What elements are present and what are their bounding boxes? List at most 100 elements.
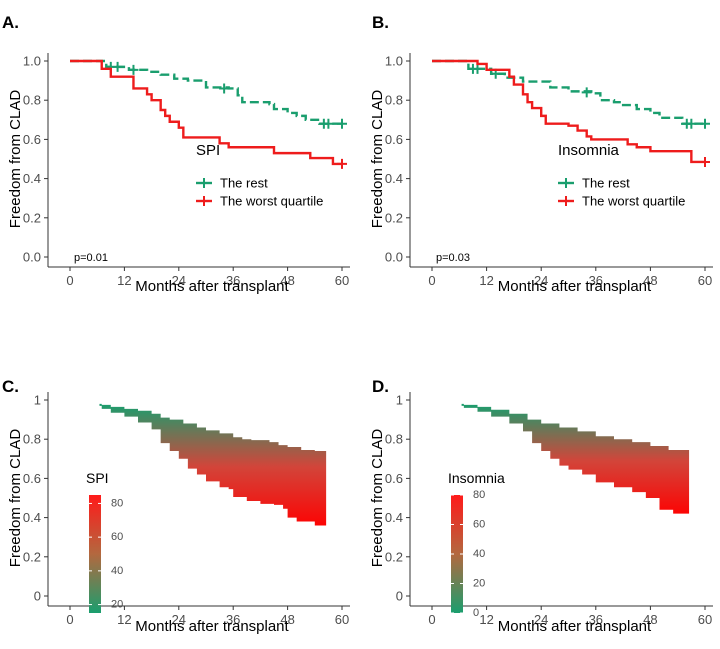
legend-item: The rest xyxy=(558,176,630,191)
legend-label: The rest xyxy=(220,176,268,191)
colorbar-tick-label: 20 xyxy=(473,578,485,590)
y-tick-label: 0.8 xyxy=(385,432,403,447)
colorbar-tick-label: 80 xyxy=(111,497,123,509)
y-tick-label: 0.8 xyxy=(23,432,41,447)
x-axis-title: Months after transplant xyxy=(498,278,652,295)
colorbar-tick-label: 60 xyxy=(473,519,485,531)
legend-item: The worst quartile xyxy=(558,194,685,209)
x-tick-label: 60 xyxy=(335,612,349,627)
x-tick-label: 12 xyxy=(117,273,131,288)
colorbar-tick-label: 20 xyxy=(111,599,123,611)
x-tick-label: 24 xyxy=(172,273,186,288)
y-tick-label: 0.2 xyxy=(385,549,403,564)
y-tick-label: 0.6 xyxy=(385,132,403,147)
censor-mark xyxy=(337,158,347,169)
y-tick-label: 0.0 xyxy=(23,250,41,265)
legend-item: The worst quartile xyxy=(196,194,323,209)
y-tick-label: 0.4 xyxy=(23,171,41,186)
y-tick-label: 0.6 xyxy=(23,471,41,486)
colorbar-tick-label: 60 xyxy=(111,531,123,543)
y-tick-label: 0.4 xyxy=(23,510,41,525)
panel-b: B. 0.0 0.2 0.4 0.6 0.8 1.0 0 12 24 36 48 60 Months af… xyxy=(369,13,713,295)
colorbar-tick-label: 40 xyxy=(473,548,485,560)
censor-mark xyxy=(128,64,139,75)
y-axis-title: Freedom from CLAD xyxy=(369,429,386,568)
x-tick-label: 36 xyxy=(226,273,240,288)
x-axis-title: Months after transplant xyxy=(135,618,289,635)
x-tick-label: 36 xyxy=(589,612,603,627)
x-tick-label: 24 xyxy=(172,612,186,627)
y-tick-label: 1.0 xyxy=(23,54,41,69)
censor-mark xyxy=(581,87,592,98)
colorbar xyxy=(89,495,101,613)
y-tick-label: 0.4 xyxy=(385,171,403,186)
panel-a: A. 0.0 0.2 0.4 0.6 0.8 1.0 0 12 24 36 48 60 Months af… xyxy=(2,13,350,295)
km-line-worst-quartile xyxy=(70,59,342,166)
x-tick-label: 48 xyxy=(643,273,657,288)
censor-mark xyxy=(700,156,710,167)
x-tick-label: 60 xyxy=(698,273,712,288)
x-tick-label: 0 xyxy=(66,273,73,288)
y-tick-label: 0 xyxy=(396,589,403,604)
y-axis-title: Freedom from CLAD xyxy=(7,90,24,229)
x-tick-label: 48 xyxy=(280,612,294,627)
legend-label: The worst quartile xyxy=(220,194,323,209)
x-tick-label: 12 xyxy=(479,612,493,627)
censor-mark xyxy=(472,63,483,74)
survival-gradient-band xyxy=(461,403,690,518)
km-line-worst-quartile xyxy=(432,59,705,164)
censor-mark xyxy=(323,118,334,129)
censor-mark xyxy=(686,118,697,129)
y-tick-label: 0.2 xyxy=(23,210,41,225)
x-tick-label: 48 xyxy=(280,273,294,288)
panel-label: B. xyxy=(372,13,389,32)
x-axis-title: Months after transplant xyxy=(135,278,289,295)
y-tick-label: 0.8 xyxy=(23,93,41,108)
x-tick-label: 36 xyxy=(226,612,240,627)
y-tick-label: 0.6 xyxy=(385,471,403,486)
y-tick-label: 0.2 xyxy=(385,210,403,225)
km-line-rest xyxy=(70,59,342,125)
panel-label: D. xyxy=(372,377,389,396)
legend-label: The worst quartile xyxy=(582,194,685,209)
p-value-annotation: p=0.03 xyxy=(436,252,470,264)
colorbar-tick-label: 80 xyxy=(473,489,485,501)
legend-label: The rest xyxy=(582,176,630,191)
censor-mark xyxy=(337,118,347,129)
p-value-annotation: p=0.01 xyxy=(74,252,108,264)
x-tick-label: 0 xyxy=(428,612,435,627)
survival-gradient-band xyxy=(99,403,327,530)
y-axis-title: Freedom from CLAD xyxy=(7,429,24,568)
panel-label: C. xyxy=(2,377,19,396)
censor-mark xyxy=(112,61,123,72)
y-tick-label: 1.0 xyxy=(385,54,403,69)
y-tick-label: 0.2 xyxy=(23,549,41,564)
colorbar-tick-label: 0 xyxy=(473,607,479,619)
panel-label: A. xyxy=(2,13,19,32)
x-tick-label: 0 xyxy=(428,273,435,288)
legend-item: The rest xyxy=(196,176,268,191)
y-tick-label: 0.8 xyxy=(385,93,403,108)
y-tick-label: 1 xyxy=(396,393,403,408)
y-tick-label: 0.0 xyxy=(385,250,403,265)
colorbar-title: SPI xyxy=(86,470,109,486)
censor-mark xyxy=(219,83,230,94)
y-axis-title: Freedom from CLAD xyxy=(369,90,386,229)
x-tick-label: 60 xyxy=(698,612,712,627)
legend-title: Insomnia xyxy=(558,142,620,159)
y-tick-label: 1 xyxy=(34,393,41,408)
km-line-rest xyxy=(432,59,705,125)
x-tick-label: 60 xyxy=(335,273,349,288)
panel-c: C. 0 0.2 0.4 0.6 0.8 1 0 12 24 36 48 60 Months after … xyxy=(2,377,350,635)
colorbar-title: Insomnia xyxy=(448,470,505,486)
x-tick-label: 24 xyxy=(534,612,548,627)
y-tick-label: 0.6 xyxy=(23,132,41,147)
x-tick-label: 0 xyxy=(66,612,73,627)
censor-mark xyxy=(700,118,710,129)
legend-title: SPI xyxy=(196,142,220,159)
colorbar-tick-label: 40 xyxy=(111,565,123,577)
x-tick-label: 12 xyxy=(479,273,493,288)
x-tick-label: 48 xyxy=(643,612,657,627)
